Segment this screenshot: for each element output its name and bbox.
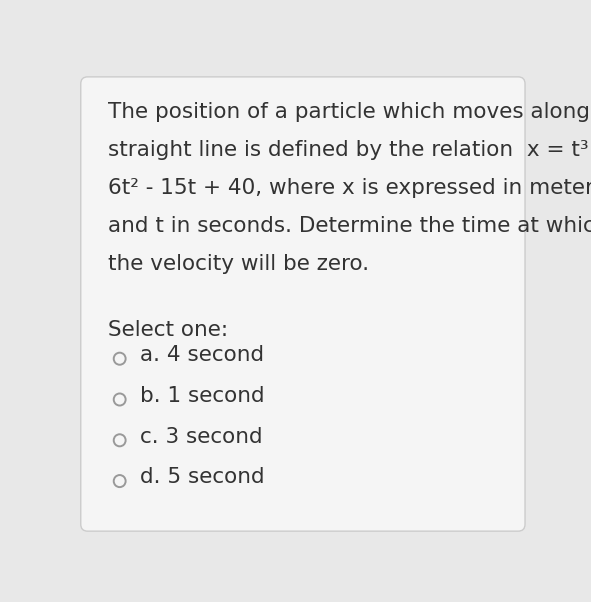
- Text: d. 5 second: d. 5 second: [140, 467, 265, 488]
- Text: a. 4 second: a. 4 second: [140, 345, 264, 365]
- Circle shape: [113, 394, 126, 406]
- Circle shape: [113, 475, 126, 487]
- Text: 6t² - 15t + 40, where x is expressed in meter: 6t² - 15t + 40, where x is expressed in …: [108, 178, 591, 199]
- FancyBboxPatch shape: [81, 77, 525, 531]
- Circle shape: [113, 434, 126, 446]
- Text: straight line is defined by the relation  x = t³ -: straight line is defined by the relation…: [108, 140, 591, 160]
- Text: The position of a particle which moves along a: The position of a particle which moves a…: [108, 102, 591, 122]
- Text: Select one:: Select one:: [108, 320, 228, 340]
- Text: c. 3 second: c. 3 second: [140, 427, 263, 447]
- Text: the velocity will be zero.: the velocity will be zero.: [108, 255, 369, 275]
- Circle shape: [113, 353, 126, 365]
- Text: and t in seconds. Determine the time at which: and t in seconds. Determine the time at …: [108, 216, 591, 237]
- Text: b. 1 second: b. 1 second: [140, 386, 265, 406]
